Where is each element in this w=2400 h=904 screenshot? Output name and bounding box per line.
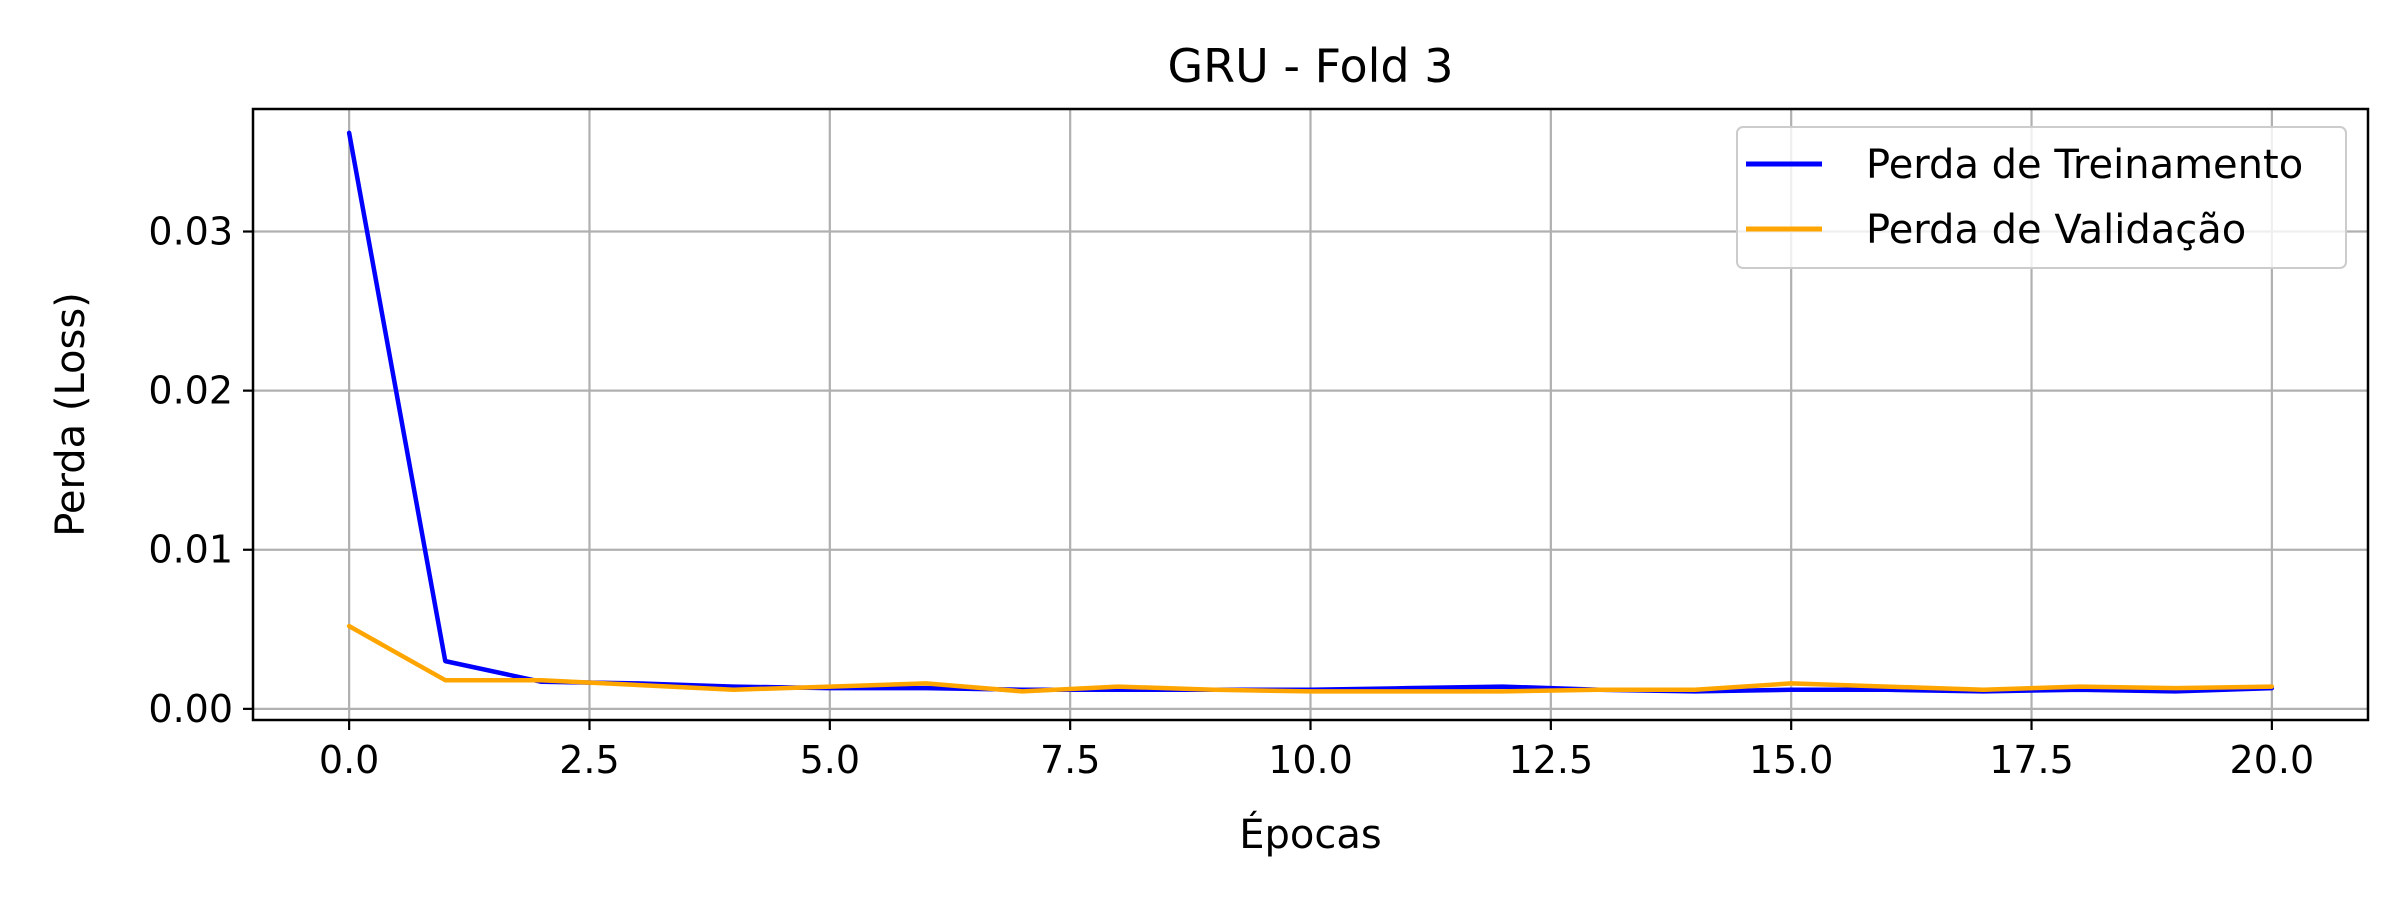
x-tick-label: 0.0 (319, 738, 379, 782)
x-tick-label: 15.0 (1749, 738, 1834, 782)
legend-label-validation: Perda de Validação (1866, 207, 2246, 253)
y-tick-label: 0.02 (148, 369, 233, 413)
axis-ticks: 0.0 2.5 5.0 7.5 10.0 12.5 15.0 17.5 20.0 0.00 0.01… (148, 210, 2314, 782)
x-axis-label: Épocas (1239, 810, 1381, 858)
x-tick-label: 5.0 (800, 738, 860, 782)
y-tick-label: 0.01 (148, 528, 233, 572)
x-tick-label: 7.5 (1040, 738, 1100, 782)
legend: Perda de Treinamento Perda de Validação (1736, 126, 2347, 269)
y-tick-label: 0.03 (148, 210, 233, 254)
x-tick-label: 20.0 (2230, 738, 2315, 782)
series-lines (346, 130, 2275, 694)
y-axis-label: Perda (Loss) (48, 292, 94, 537)
x-tick-label: 12.5 (1509, 738, 1594, 782)
y-tick-label: 0.00 (148, 687, 233, 731)
legend-label-training: Perda de Treinamento (1866, 142, 2303, 188)
series-line-validation (346, 623, 2275, 694)
x-tick-label: 17.5 (1989, 738, 2074, 782)
x-tick-label: 10.0 (1268, 738, 1353, 782)
legend-box (1736, 126, 2347, 269)
x-tick-label: 2.5 (559, 738, 619, 782)
chart-title: GRU - Fold 3 (1168, 39, 1454, 93)
